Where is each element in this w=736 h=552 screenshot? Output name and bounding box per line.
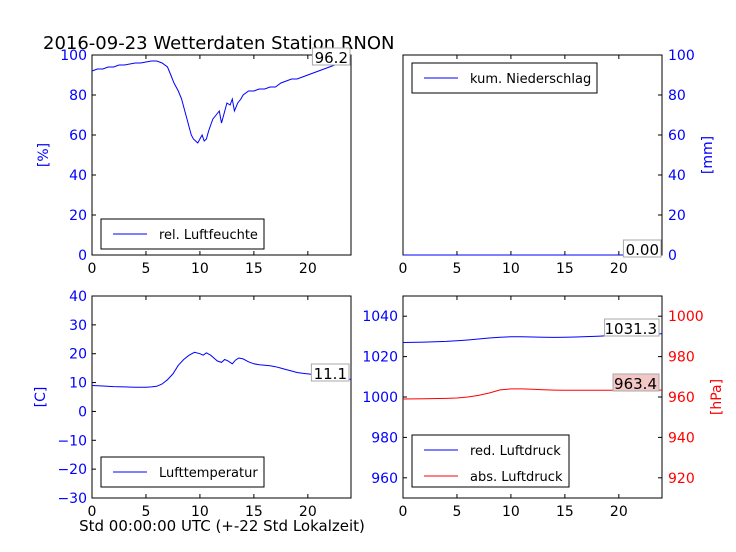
x-tick-label: 15 bbox=[556, 504, 574, 520]
y-tick-label: 80 bbox=[668, 88, 686, 104]
y-tick-label: 940 bbox=[668, 430, 695, 446]
humidity-annotation-box bbox=[311, 47, 351, 66]
y-tick-label: −20 bbox=[57, 462, 87, 478]
pressure-panel: 0 5 10 15 20 960 980 1000 1020 1040 920 940 960 980 10… bbox=[362, 295, 725, 520]
precipitation-panel: 0 5 10 15 20 0 20 40 60 80 100 [mm] kum. Niederschla… bbox=[399, 48, 716, 277]
temperature-annotation: 11.1 bbox=[314, 365, 347, 383]
legend-box bbox=[411, 434, 570, 488]
y-tick-label: 20 bbox=[69, 347, 87, 363]
series-line bbox=[91, 351, 352, 388]
legend-entry: abs. Luftdruck bbox=[470, 470, 563, 485]
legend-entry: Lufttemperatur bbox=[159, 466, 258, 481]
x-tick-label: 0 bbox=[88, 504, 97, 520]
y-tick-label: 10 bbox=[69, 376, 87, 392]
x-tick-label: 0 bbox=[399, 504, 408, 520]
precipitation-ylabel: [mm] bbox=[700, 136, 716, 174]
x-tick-label: 20 bbox=[610, 261, 628, 277]
figure-title: 2016-09-23 Wetterdaten Station RNON bbox=[43, 33, 394, 54]
y-tick-label: 0 bbox=[78, 248, 87, 264]
pressure-annotation-absolute-box bbox=[612, 373, 660, 392]
y-tick-label: 0 bbox=[668, 248, 677, 264]
y-tick-label: 1000 bbox=[668, 309, 704, 325]
y-tick-label: −10 bbox=[57, 433, 87, 449]
y-tick-label: 40 bbox=[69, 168, 87, 184]
x-tick-label: 15 bbox=[556, 261, 574, 277]
y-tick-label: 0 bbox=[78, 404, 87, 420]
x-tick-label: 15 bbox=[245, 261, 263, 277]
y-tick-label: 960 bbox=[668, 390, 695, 406]
y-tick-label: 60 bbox=[69, 128, 87, 144]
x-tick-label: 10 bbox=[191, 261, 209, 277]
y-tick-label: 960 bbox=[371, 471, 398, 487]
y-tick-label: 1000 bbox=[362, 390, 398, 406]
humidity-annotation: 96.2 bbox=[315, 49, 348, 67]
pressure-ylabel-right: [hPa] bbox=[709, 379, 725, 415]
x-tick-label: 0 bbox=[399, 261, 408, 277]
figure-xlabel: Std 00:00:00 UTC (+-22 Std Lokalzeit) bbox=[79, 517, 365, 535]
x-tick-label: 15 bbox=[245, 504, 263, 520]
legend-entry: rel. Luftfeuchte bbox=[159, 228, 258, 243]
x-tick-label: 5 bbox=[141, 261, 150, 277]
y-tick-label: −30 bbox=[57, 491, 87, 507]
legend-entry: kum. Niederschlag bbox=[470, 72, 591, 87]
temperature-annotation-box bbox=[310, 363, 350, 382]
y-tick-label: 80 bbox=[69, 88, 87, 104]
x-tick-label: 20 bbox=[610, 504, 628, 520]
y-tick-label: 40 bbox=[668, 168, 686, 184]
pressure-annotation-reduced: 1031.3 bbox=[605, 320, 658, 338]
series-line bbox=[91, 60, 352, 144]
y-tick-label: 40 bbox=[69, 289, 87, 305]
x-tick-label: 5 bbox=[452, 261, 461, 277]
plot-frame bbox=[91, 295, 352, 499]
y-tick-label: 60 bbox=[668, 128, 686, 144]
legend-entry: red. Luftdruck bbox=[470, 444, 561, 459]
precipitation-annotation-box bbox=[622, 239, 662, 258]
x-tick-label: 10 bbox=[502, 504, 520, 520]
y-tick-label: 980 bbox=[371, 430, 398, 446]
y-tick-label: 20 bbox=[668, 208, 686, 224]
x-tick-label: 0 bbox=[88, 261, 97, 277]
y-tick-label: 100 bbox=[668, 48, 695, 64]
y-tick-label: 920 bbox=[668, 471, 695, 487]
plot-frame bbox=[91, 54, 352, 256]
x-tick-label: 20 bbox=[299, 504, 317, 520]
x-tick-label: 5 bbox=[452, 504, 461, 520]
y-tick-label: 980 bbox=[668, 350, 695, 366]
temperature-panel: 0 5 10 15 20 −30 −20 −10 0 10 20 30 40 [C] Lufttempera… bbox=[33, 289, 352, 520]
humidity-panel: 0 5 10 15 20 0 20 40 60 80 100 [%] rel. Luftfeuchte 9… bbox=[36, 47, 352, 277]
temperature-ylabel: [C] bbox=[33, 387, 49, 408]
x-tick-label: 5 bbox=[141, 504, 150, 520]
y-tick-label: 100 bbox=[60, 48, 87, 64]
y-tick-label: 1020 bbox=[362, 350, 398, 366]
y-tick-label: 1040 bbox=[362, 309, 398, 325]
y-tick-label: 30 bbox=[69, 318, 87, 334]
x-tick-label: 20 bbox=[299, 261, 317, 277]
precipitation-annotation: 0.00 bbox=[626, 241, 659, 259]
humidity-ylabel: [%] bbox=[36, 143, 52, 167]
pressure-annotation-absolute: 963.4 bbox=[614, 375, 657, 393]
x-tick-label: 10 bbox=[191, 504, 209, 520]
pressure-annotation-reduced-box bbox=[604, 318, 660, 337]
y-tick-label: 20 bbox=[69, 208, 87, 224]
x-tick-label: 10 bbox=[502, 261, 520, 277]
